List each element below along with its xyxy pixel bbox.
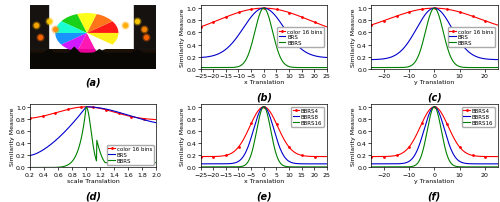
Polygon shape [30,47,156,69]
Legend: BBRS4, BBRS8, BBRS16: BBRS4, BBRS8, BBRS16 [291,107,324,127]
Y-axis label: Similarity Measure: Similarity Measure [10,107,14,165]
Point [140,28,147,32]
Polygon shape [87,15,112,34]
Polygon shape [56,34,87,45]
Polygon shape [56,22,87,34]
Y-axis label: Similarity Measure: Similarity Measure [350,107,356,165]
Text: (d): (d) [85,190,101,200]
Y-axis label: Similarity Measure: Similarity Measure [180,9,185,67]
Text: (e): (e) [256,190,272,200]
Point [121,24,129,27]
Text: (c): (c) [427,92,442,102]
Legend: BBRS4, BBRS8, BBRS16: BBRS4, BBRS8, BBRS16 [462,107,494,127]
Point [142,36,150,39]
Point [32,24,40,27]
Polygon shape [62,34,87,53]
Point [134,20,141,23]
Point [45,20,53,23]
FancyBboxPatch shape [134,6,156,50]
Point [45,20,53,23]
X-axis label: y Translation: y Translation [414,178,455,183]
Legend: color 16 bins, BRS, BBRS: color 16 bins, BRS, BBRS [448,28,494,48]
Polygon shape [87,34,118,45]
X-axis label: y Translation: y Translation [414,80,455,85]
X-axis label: x Translation: x Translation [244,178,284,183]
Legend: color 16 bins, BRS, BBRS: color 16 bins, BRS, BBRS [277,28,324,48]
X-axis label: scale Translation: scale Translation [67,178,120,183]
Polygon shape [87,22,118,34]
Y-axis label: Similarity Measure: Similarity Measure [180,107,185,165]
Point [36,36,44,39]
X-axis label: x Translation: x Translation [244,80,284,85]
Text: (a): (a) [86,77,101,87]
Text: (f): (f) [428,190,441,200]
Point [134,20,141,23]
Text: (b): (b) [256,92,272,102]
FancyBboxPatch shape [30,50,156,69]
Point [52,28,60,32]
Polygon shape [77,14,96,34]
Y-axis label: Similarity Measure: Similarity Measure [350,9,356,67]
Polygon shape [62,15,87,34]
Point [121,24,129,27]
Point [140,28,147,32]
Point [32,24,40,27]
Point [36,36,44,39]
Polygon shape [87,34,112,53]
Point [52,28,60,32]
FancyBboxPatch shape [30,6,49,50]
Legend: color 16 bins, BRS, BBRS: color 16 bins, BRS, BBRS [106,145,154,165]
Point [142,36,150,39]
Polygon shape [77,34,96,54]
